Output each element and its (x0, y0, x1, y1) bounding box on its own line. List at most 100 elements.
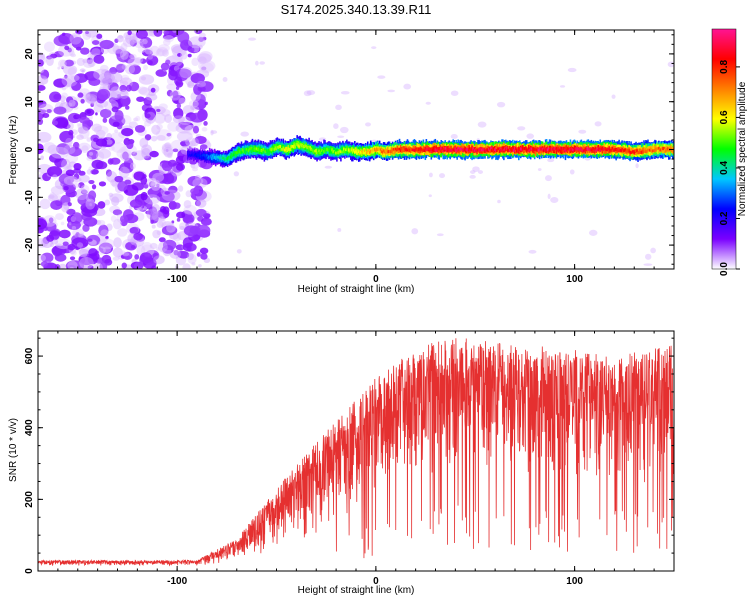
signal-ridge-cell (266, 150, 269, 154)
signal-ridge-cell (629, 150, 631, 154)
signal-ridge-cell (361, 151, 364, 155)
signal-ridge-cell (448, 148, 451, 152)
signal-ridge-cell (220, 156, 223, 160)
signal-ridge-cell (229, 155, 232, 159)
noise-blob (155, 48, 165, 57)
signal-ridge-cell (452, 148, 454, 152)
noise-blob (143, 64, 148, 71)
signal-ridge-cell (272, 147, 275, 151)
signal-ridge-cell (663, 146, 665, 151)
signal-ridge-cell (263, 148, 266, 152)
signal-ridge-cell (496, 149, 498, 153)
noise-blob (42, 142, 56, 153)
signal-ridge-cell (622, 149, 624, 153)
signal-ridge-cell (600, 147, 603, 151)
noise-blob (99, 64, 109, 72)
signal-ridge-cell (615, 147, 617, 152)
noise-blob (40, 69, 50, 80)
noise-blob (112, 121, 120, 127)
signal-ridge-cell (367, 148, 370, 152)
noise-blob (91, 40, 100, 45)
signal-ridge-cell (506, 146, 508, 150)
noise-blob (107, 82, 119, 92)
noise-blob (187, 80, 195, 88)
noise-blob (127, 30, 132, 36)
signal-ridge-cell (512, 148, 514, 152)
noise-blob (61, 100, 66, 105)
signal-ridge-cell (278, 145, 281, 149)
noise-blob (142, 38, 148, 45)
noise-blob (194, 200, 201, 207)
signal-ridge-cell (562, 147, 565, 151)
snr-series-line (38, 338, 674, 567)
signal-ridge-cell (484, 149, 486, 153)
signal-ridge-cell (540, 146, 543, 151)
noise-blob (85, 120, 90, 125)
signal-ridge-cell (339, 149, 341, 153)
signal-ridge-cell (468, 145, 470, 152)
signal-ridge-cell (540, 147, 543, 153)
noise-blob (164, 191, 170, 195)
signal-ridge-cell (665, 149, 667, 153)
noise-blob (199, 144, 208, 150)
signal-ridge-cell (605, 148, 608, 152)
signal-ridge-cell (472, 147, 474, 151)
signal-ridge-cell (280, 148, 283, 151)
signal-ridge-cell (334, 150, 336, 154)
noise-blob (177, 250, 186, 258)
noise-blob (125, 105, 130, 110)
noise-blob (69, 256, 76, 261)
noise-blob (150, 177, 157, 182)
noise-blob (153, 30, 163, 37)
noise-blob (149, 150, 159, 158)
signal-ridge-cell (482, 148, 484, 152)
signal-ridge-cell (445, 149, 448, 153)
signal-ridge-cell (666, 148, 668, 151)
noise-blob (197, 53, 212, 64)
noise-blob (88, 248, 98, 257)
signal-ridge-cell (395, 148, 398, 152)
y-tick-label: -10 (24, 190, 35, 205)
signal-ridge-cell (373, 147, 376, 152)
signal-ridge-cell (193, 152, 195, 157)
noise-blob (66, 165, 73, 170)
signal-ridge-cell (630, 151, 632, 155)
signal-ridge-cell (215, 155, 218, 159)
signal-ridge-cell (202, 153, 205, 159)
signal-ridge-cell (491, 145, 493, 151)
noise-blob (99, 262, 108, 269)
noise-blob (171, 220, 175, 224)
spectrogram-x-ticks: -100 0 100 (37, 30, 675, 285)
colorbar-tick-label: 0.8 (719, 60, 730, 74)
signal-ridge-cell (436, 148, 439, 152)
signal-ridge-cell (192, 154, 194, 157)
signal-ridge-cell (231, 151, 234, 157)
noise-blob (469, 174, 476, 179)
noise-blob (76, 122, 82, 127)
signal-ridge-cell (269, 147, 272, 151)
noise-blob (163, 146, 174, 158)
snr-x-axis-label: Height of straight line (km) (298, 585, 415, 596)
signal-ridge-cell (543, 147, 546, 151)
signal-ridge-cell (649, 148, 651, 152)
noise-blob (178, 97, 186, 105)
noise-blob (139, 137, 149, 148)
noise-blob (154, 112, 166, 124)
signal-ridge-cell (213, 155, 216, 159)
noise-blob (57, 66, 61, 70)
signal-ridge-cell (626, 148, 628, 152)
signal-ridge-cell (268, 149, 271, 153)
signal-ridge-cell (460, 147, 462, 151)
signal-ridge-cell (514, 147, 516, 154)
noise-blob (51, 120, 59, 126)
signal-ridge-cell (555, 146, 558, 150)
signal-ridge-cell (322, 150, 324, 153)
signal-ridge-cell (563, 148, 566, 152)
noise-blob (104, 199, 111, 206)
noise-blob (96, 88, 111, 101)
noise-blob (123, 251, 133, 260)
signal-ridge-cell (451, 148, 453, 152)
noise-blob (122, 252, 130, 257)
noise-blob (185, 190, 192, 198)
